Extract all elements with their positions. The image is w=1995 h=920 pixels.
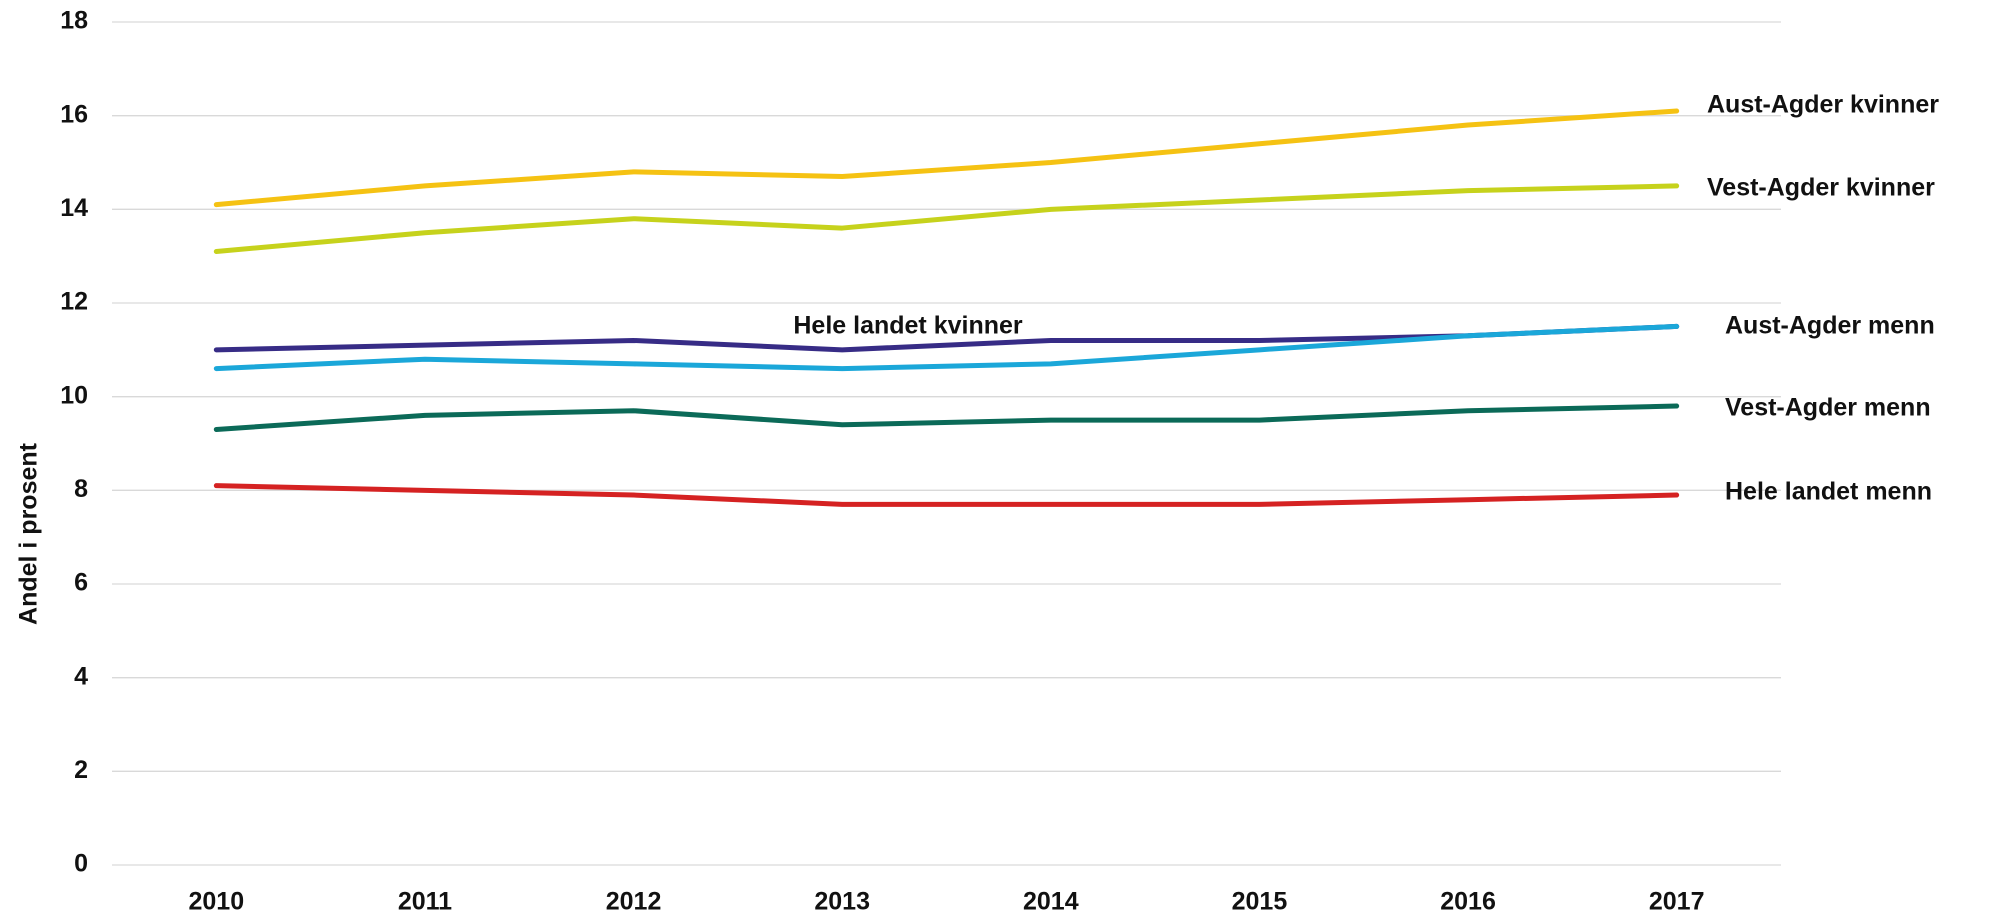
- series-line: [213, 183, 1680, 254]
- y-tick-label: 2: [74, 756, 88, 784]
- series-line: [213, 483, 1680, 507]
- series-label: Vest-Agder kvinner: [1707, 174, 1935, 202]
- y-tick-label: 6: [74, 569, 88, 597]
- y-tick-label: 4: [74, 662, 88, 690]
- series-label: Aust-Agder menn: [1725, 312, 1935, 340]
- x-tick-label: 2016: [1440, 888, 1496, 916]
- y-tick-label: 18: [60, 7, 88, 35]
- x-tick-label: 2017: [1649, 888, 1705, 916]
- series-line: [213, 403, 1680, 432]
- y-tick-label: 0: [74, 850, 88, 878]
- y-tick-label: 8: [74, 475, 88, 503]
- series-label: Hele landet kvinner: [793, 312, 1023, 340]
- series-line: [213, 108, 1680, 208]
- x-tick-label: 2013: [814, 888, 870, 916]
- series-label: Vest-Agder menn: [1725, 394, 1931, 422]
- y-tick-label: 10: [60, 381, 88, 409]
- y-tick-label: 14: [60, 194, 88, 222]
- x-tick-label: 2014: [1023, 888, 1079, 916]
- y-axis-title: Andel i prosent: [15, 442, 43, 625]
- x-tick-label: 2010: [189, 888, 245, 916]
- x-tick-label: 2015: [1232, 888, 1288, 916]
- y-tick-label: 12: [60, 288, 88, 316]
- series-label: Hele landet menn: [1725, 478, 1932, 506]
- x-tick-label: 2012: [606, 888, 662, 916]
- series-line: [213, 323, 1680, 372]
- y-tick-label: 16: [60, 100, 88, 128]
- x-tick-label: 2011: [398, 888, 452, 916]
- series-label: Aust-Agder kvinner: [1707, 91, 1939, 119]
